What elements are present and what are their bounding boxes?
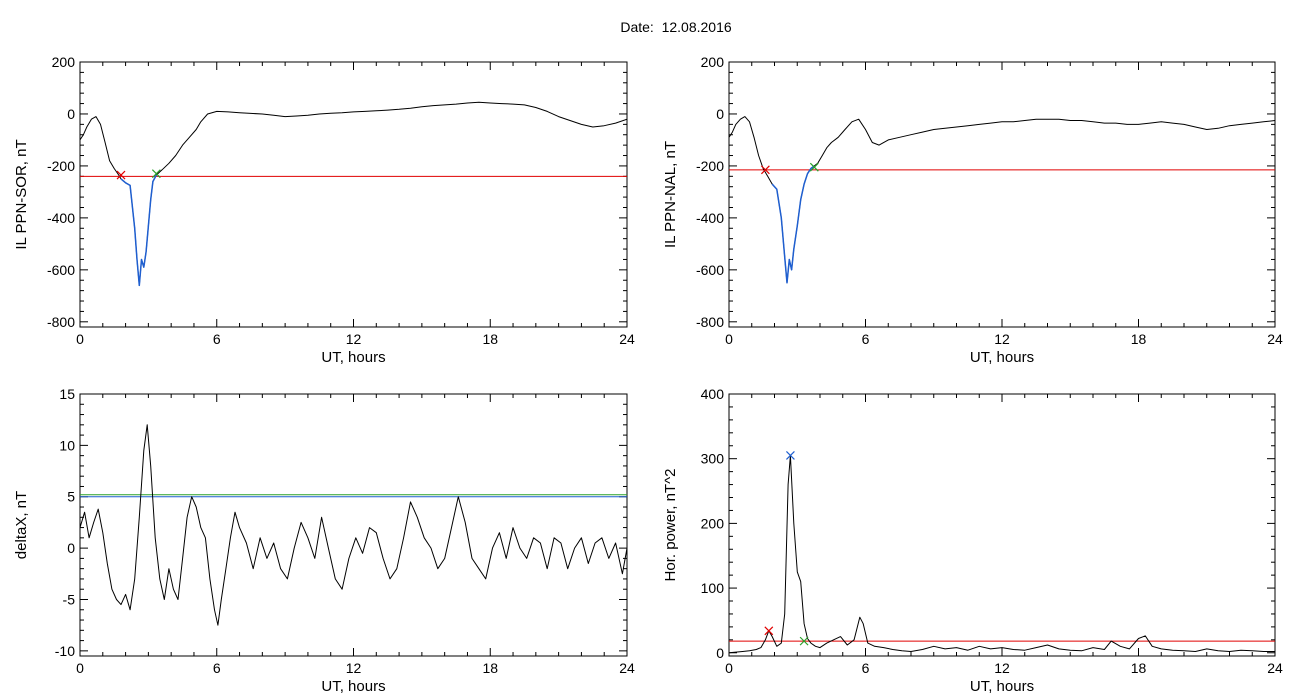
y-tick-label: 200 — [701, 515, 725, 531]
x-axis-label: UT, hours — [321, 678, 385, 695]
x-tick-label: 12 — [994, 331, 1010, 347]
x-tick-label: 0 — [725, 331, 733, 347]
x-tick-label: 6 — [213, 331, 221, 347]
y-tick-label: -800 — [696, 314, 724, 330]
y-tick-label: -400 — [47, 210, 75, 226]
y-tick-label: 5 — [67, 489, 75, 505]
y-tick-label: 0 — [716, 645, 724, 661]
y-axis-label: IL PPN-SOR, nT — [13, 139, 30, 249]
x-tick-label: 24 — [1267, 331, 1283, 347]
x-tick-label: 24 — [1267, 660, 1283, 676]
x-axis-label: UT, hours — [970, 349, 1034, 366]
x-marker-stroke — [116, 170, 126, 180]
plot-frame — [728, 393, 1276, 657]
highlight-series-line — [771, 165, 815, 284]
data-series-line — [729, 455, 1275, 654]
x-marker — [764, 626, 774, 636]
x-tick-label: 18 — [482, 660, 498, 676]
x-marker-stroke — [151, 169, 161, 179]
x-tick-label: 6 — [862, 660, 870, 676]
data-series-line — [729, 116, 1275, 284]
x-tick-label: 0 — [76, 331, 84, 347]
y-tick-label: -200 — [47, 158, 75, 174]
plot-frame — [728, 61, 1276, 328]
x-tick-label: 0 — [725, 660, 733, 676]
y-tick-label: -800 — [47, 314, 75, 330]
x-marker-stroke — [809, 162, 819, 172]
y-tick-label: 400 — [701, 386, 725, 402]
x-tick-label: 0 — [76, 660, 84, 676]
date-label: Date: — [620, 19, 654, 35]
plot-frame — [79, 61, 628, 328]
x-tick-label: 18 — [1131, 331, 1147, 347]
panel-power: 0 6 12 18 24 0 100 200 300 400 UT, hours Hor. power… — [662, 386, 1283, 695]
plot-area — [729, 451, 1275, 654]
y-tick-label: 100 — [701, 580, 725, 596]
page-title: Date: 12.08.2016 — [0, 19, 1300, 35]
highlight-series-line — [120, 174, 158, 287]
y-tick-label: -200 — [696, 158, 724, 174]
x-marker — [786, 451, 795, 460]
y-tick-label: -400 — [696, 210, 724, 226]
y-tick-label: 200 — [52, 54, 76, 70]
x-tick-label: 18 — [482, 331, 498, 347]
data-series-line — [80, 101, 627, 286]
date-value: 12.08.2016 — [661, 19, 732, 35]
x-marker-stroke — [760, 165, 770, 175]
y-tick-label: 0 — [67, 106, 75, 122]
x-tick-label: 6 — [213, 660, 221, 676]
y-tick-label: -600 — [47, 262, 75, 278]
y-axis-label: Hor. power, nT^2 — [662, 469, 679, 582]
plot-frame — [79, 393, 628, 657]
y-tick-label: 0 — [67, 540, 75, 556]
y-tick-label: -600 — [696, 262, 724, 278]
y-tick-label: 10 — [59, 437, 75, 453]
x-marker — [151, 169, 161, 179]
x-marker — [116, 170, 126, 180]
y-tick-label: 15 — [59, 386, 75, 402]
y-tick-label: 300 — [701, 451, 725, 467]
x-axis-label: UT, hours — [970, 678, 1034, 695]
x-marker — [760, 165, 770, 175]
panel-nal: 0 6 12 18 24 -800 -600 -400 -200 0 200 UT, hours IL … — [662, 54, 1283, 366]
y-tick-label: -10 — [55, 643, 75, 659]
panel-deltax: 0 6 12 18 24 -10 -5 0 5 10 15 UT, hours deltaX, nT — [13, 386, 635, 695]
y-axis-label: IL PPN-NAL, nT — [662, 141, 679, 248]
x-tick-label: 24 — [619, 331, 635, 347]
plot-area — [80, 424, 627, 626]
plot-area — [80, 101, 627, 287]
x-marker-stroke — [764, 626, 774, 636]
y-axis-label: deltaX, nT — [13, 491, 30, 559]
y-tick-label: 0 — [716, 106, 724, 122]
x-axis-label: UT, hours — [321, 349, 385, 366]
x-tick-label: 12 — [994, 660, 1010, 676]
plot-area — [729, 116, 1275, 284]
x-marker-stroke — [786, 451, 795, 460]
x-tick-label: 18 — [1131, 660, 1147, 676]
x-tick-label: 12 — [346, 660, 362, 676]
data-series-line — [80, 424, 627, 626]
x-tick-label: 24 — [619, 660, 635, 676]
panel-sor: 0 6 12 18 24 -800 -600 -400 -200 0 200 UT, hours IL … — [13, 54, 635, 366]
x-marker-stroke — [799, 636, 809, 646]
x-marker — [809, 162, 819, 172]
x-tick-label: 12 — [346, 331, 362, 347]
y-tick-label: 200 — [701, 54, 725, 70]
y-tick-label: -5 — [63, 591, 76, 607]
x-marker — [799, 636, 809, 646]
x-tick-label: 6 — [862, 331, 870, 347]
